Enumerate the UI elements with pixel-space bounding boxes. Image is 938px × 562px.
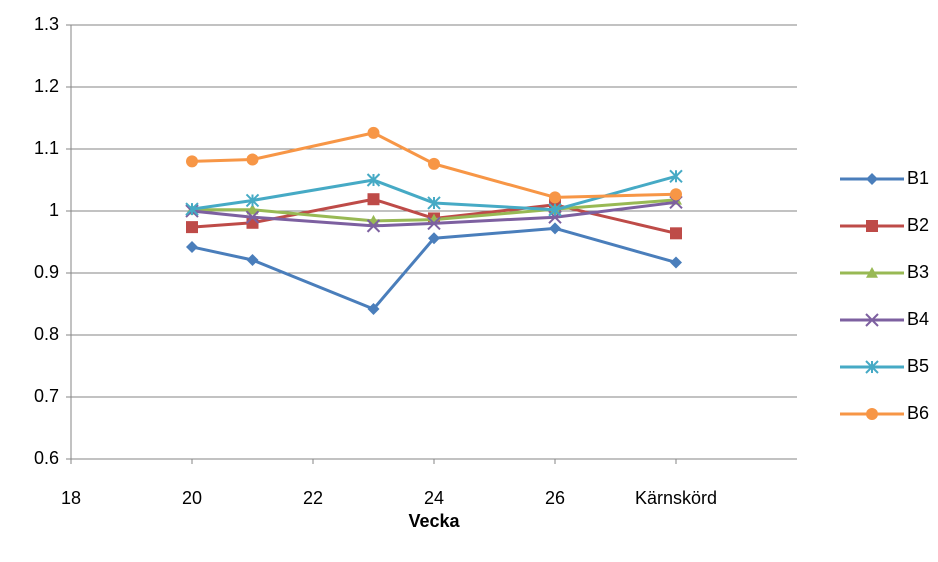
x-axis-label: Vecka bbox=[408, 511, 460, 531]
y-tick-label: 0.9 bbox=[34, 262, 59, 282]
marker bbox=[428, 232, 440, 245]
marker bbox=[185, 202, 199, 216]
marker bbox=[670, 256, 682, 269]
marker bbox=[246, 253, 259, 266]
y-tick-label: 1.2 bbox=[34, 76, 59, 96]
marker bbox=[548, 203, 562, 217]
legend-label: B2 bbox=[907, 215, 929, 235]
marker bbox=[428, 157, 440, 170]
marker bbox=[865, 313, 879, 327]
marker bbox=[186, 240, 198, 253]
marker bbox=[549, 222, 561, 235]
y-tick-label: 1.1 bbox=[34, 138, 59, 158]
legend-label: B3 bbox=[907, 262, 929, 282]
x-tick-label: 18 bbox=[61, 488, 81, 508]
marker bbox=[246, 153, 259, 166]
series-line bbox=[192, 198, 677, 223]
marker bbox=[245, 210, 260, 224]
marker bbox=[245, 193, 260, 208]
marker bbox=[866, 267, 878, 278]
marker bbox=[670, 188, 682, 201]
marker bbox=[669, 169, 683, 183]
legend-label: B4 bbox=[907, 309, 929, 329]
x-tick-label: Kärnskörd bbox=[635, 488, 717, 508]
marker bbox=[427, 196, 441, 210]
marker bbox=[866, 220, 878, 232]
series-line bbox=[191, 226, 677, 311]
legend-label: B1 bbox=[907, 168, 929, 188]
x-tick-label: 20 bbox=[182, 488, 202, 508]
x-tick-label: 22 bbox=[303, 488, 323, 508]
marker bbox=[866, 408, 878, 420]
series-line bbox=[191, 200, 677, 228]
x-tick-label: 26 bbox=[545, 488, 565, 508]
marker bbox=[367, 193, 380, 206]
legend-label: B5 bbox=[907, 356, 929, 376]
marker bbox=[865, 360, 879, 374]
marker bbox=[427, 216, 441, 231]
marker bbox=[186, 155, 198, 168]
marker bbox=[246, 203, 259, 215]
marker bbox=[366, 173, 381, 187]
y-tick-label: 0.6 bbox=[34, 448, 59, 468]
y-tick-label: 0.8 bbox=[34, 324, 59, 344]
series-line bbox=[191, 174, 677, 212]
marker bbox=[366, 219, 381, 233]
y-tick-label: 1.3 bbox=[34, 14, 59, 34]
marker bbox=[367, 302, 380, 315]
legend-label: B6 bbox=[907, 403, 929, 423]
series-line bbox=[191, 197, 677, 235]
marker bbox=[186, 221, 198, 234]
y-tick-label: 0.7 bbox=[34, 386, 59, 406]
y-tick-label: 1 bbox=[49, 200, 59, 220]
x-tick-label: 24 bbox=[424, 488, 444, 508]
marker bbox=[866, 173, 878, 185]
series-line bbox=[191, 131, 677, 199]
marker bbox=[367, 126, 380, 139]
marker bbox=[670, 227, 682, 240]
marker bbox=[549, 191, 561, 204]
